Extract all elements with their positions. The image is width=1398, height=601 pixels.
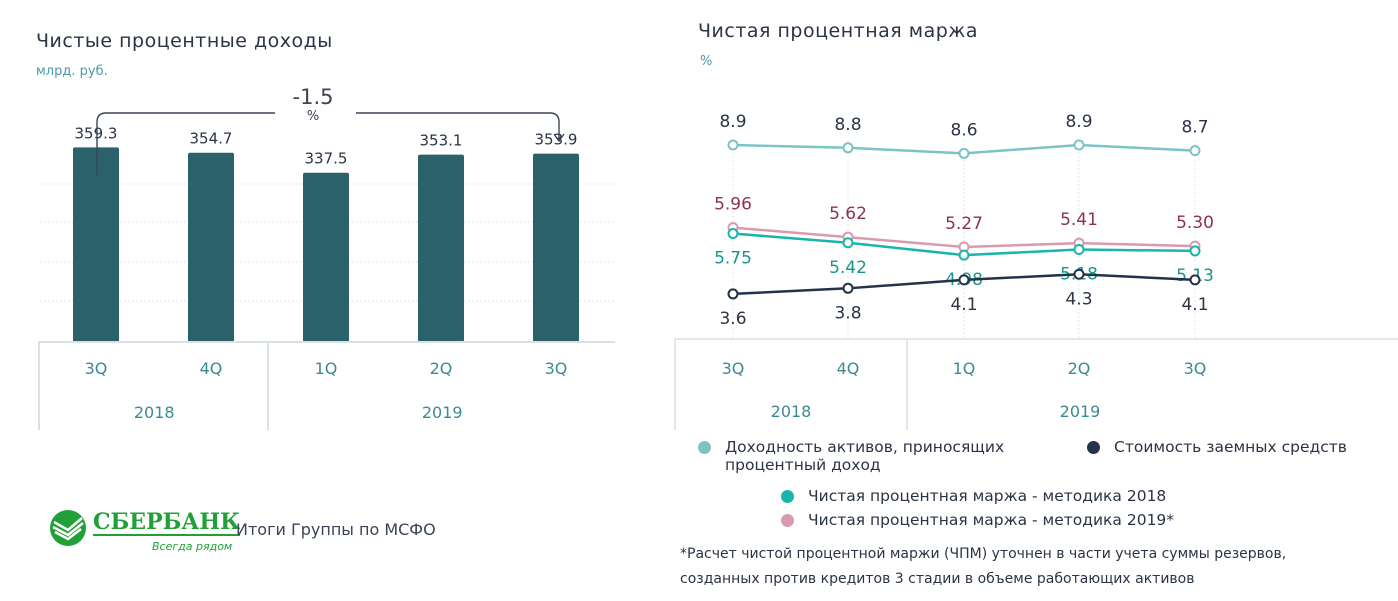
data-point xyxy=(1189,145,1201,157)
x-tick-label: 1Q xyxy=(953,359,976,378)
bar xyxy=(188,152,234,342)
x-group-label: 2019 xyxy=(422,403,463,422)
legend-label: Доходность активов, приносящих xyxy=(725,438,1005,456)
legend-label: Чистая процентная маржа - методика 2019* xyxy=(808,511,1175,529)
x-tick-label: 2Q xyxy=(1068,359,1091,378)
line-chart-unit: % xyxy=(700,54,713,69)
x-tick-label: 3Q xyxy=(545,359,568,378)
footnote-line: созданных против кредитов 3 стадии в объ… xyxy=(680,571,1195,587)
data-label: 5.41 xyxy=(1060,210,1098,230)
bar xyxy=(303,172,349,342)
legend-m2019: Чистая процентная маржа - методика 2019* xyxy=(781,511,1174,529)
data-point xyxy=(727,228,739,240)
data-label: 5.42 xyxy=(829,258,867,278)
footnote-line: *Расчет чистой процентной маржи (ЧПМ) ут… xyxy=(680,546,1287,562)
legend-assets: Доходность активов, приносящих процентный… xyxy=(698,438,1004,474)
legend-cost: Стоимость заемных средств xyxy=(1087,438,1347,456)
legend-dot xyxy=(781,514,794,527)
legend-m2018: Чистая процентная маржа - методика 2018 xyxy=(781,487,1166,505)
data-label: 4.1 xyxy=(950,295,977,315)
legend-dot xyxy=(1087,441,1100,454)
legend-label: процентный доход xyxy=(725,456,881,474)
data-point xyxy=(842,237,854,249)
axis-box xyxy=(38,341,615,430)
footer-text: Итоги Группы по МСФО xyxy=(236,520,436,539)
legend-dot xyxy=(698,441,711,454)
x-group-label: 2019 xyxy=(1060,402,1101,421)
bar-value-label: 353.1 xyxy=(420,132,463,150)
data-label: 8.9 xyxy=(719,112,746,132)
line-chart: 8.9 8.8 8.6 8.9 8.7 5.96 5.62 5.27 5.41 5.30 5.75 5… xyxy=(674,112,1398,430)
bar xyxy=(73,147,119,342)
data-point xyxy=(842,282,854,294)
logo-slogan: Всегда рядом xyxy=(152,540,233,553)
x-tick-label: 3Q xyxy=(722,359,745,378)
x-group-label: 2018 xyxy=(134,403,175,422)
legend-label: Чистая процентная маржа - методика 2018 xyxy=(808,487,1167,505)
x-tick-label: 2Q xyxy=(430,359,453,378)
bar-chart: 359.3 3Q 354.7 4Q 337.5 1Q 353.1 2Q 353.9 3Q 2018 2… xyxy=(38,85,615,430)
bar xyxy=(533,153,579,342)
data-point xyxy=(842,142,854,154)
change-value: -1.5 xyxy=(293,85,334,109)
data-point xyxy=(958,249,970,261)
bar-chart-title: Чистые процентные доходы xyxy=(36,30,333,52)
x-tick-label: 3Q xyxy=(85,359,108,378)
legend-dot xyxy=(781,490,794,503)
data-label: 5.30 xyxy=(1176,213,1214,233)
data-point xyxy=(958,274,970,286)
bar-value-label: 354.7 xyxy=(190,130,233,148)
data-label: 8.6 xyxy=(950,120,977,140)
data-point xyxy=(1073,268,1085,280)
bar-chart-unit: млрд. руб. xyxy=(36,64,108,79)
data-point xyxy=(1189,274,1201,286)
data-label: 8.8 xyxy=(834,115,861,135)
footnote: *Расчет чистой процентной маржи (ЧПМ) ут… xyxy=(680,542,1286,592)
legend-label: Стоимость заемных средств xyxy=(1114,438,1347,456)
data-point xyxy=(1073,244,1085,256)
data-label: 5.27 xyxy=(945,214,983,234)
bar-value-label: 337.5 xyxy=(305,150,348,168)
data-label: 3.6 xyxy=(719,309,746,329)
data-label: 3.8 xyxy=(834,303,861,323)
data-label: 8.7 xyxy=(1181,118,1208,138)
sberbank-logo-icon xyxy=(48,508,88,548)
data-point xyxy=(1073,139,1085,151)
change-unit: % xyxy=(307,109,319,124)
x-tick-label: 4Q xyxy=(200,359,223,378)
line-chart-title: Чистая процентная маржа xyxy=(698,20,979,42)
data-point xyxy=(958,147,970,159)
data-label: 5.62 xyxy=(829,204,867,224)
bar-value-label: 353.9 xyxy=(535,131,578,149)
data-label: 4.3 xyxy=(1065,289,1092,309)
data-point xyxy=(727,288,739,300)
x-tick-label: 3Q xyxy=(1184,359,1207,378)
bar-value-label: 359.3 xyxy=(75,124,118,142)
change-arrow xyxy=(96,112,565,175)
x-group-label: 2018 xyxy=(771,402,812,421)
x-tick-label: 4Q xyxy=(837,359,860,378)
x-tick-label: 1Q xyxy=(315,359,338,378)
data-label: 4.1 xyxy=(1181,295,1208,315)
bar xyxy=(418,154,464,342)
data-label: 5.75 xyxy=(714,249,752,269)
data-point xyxy=(1189,245,1201,257)
data-label: 8.9 xyxy=(1065,112,1092,132)
logo-name: СБЕРБАНК xyxy=(93,509,241,536)
axis-box xyxy=(674,338,1398,430)
data-point xyxy=(727,139,739,151)
data-label: 5.96 xyxy=(714,195,752,215)
